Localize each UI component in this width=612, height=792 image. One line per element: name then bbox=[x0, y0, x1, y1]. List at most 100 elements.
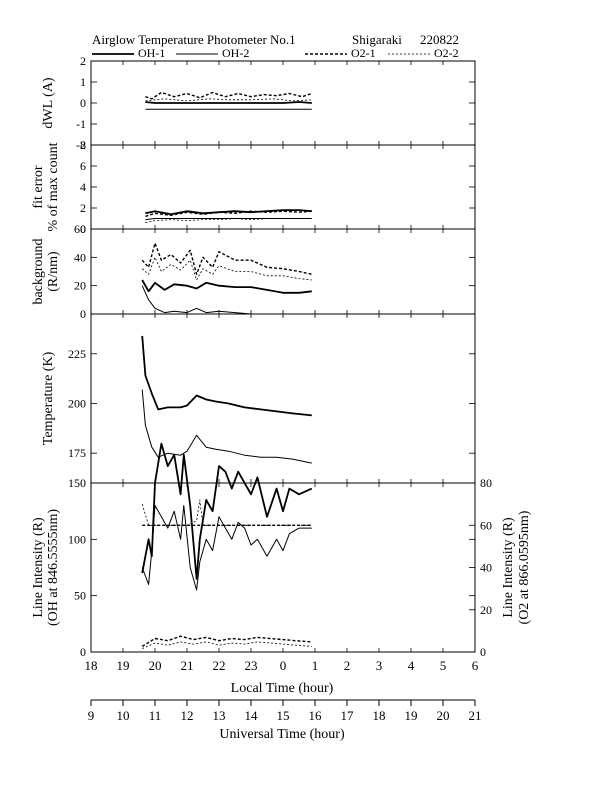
local-tick-label: 23 bbox=[245, 658, 258, 673]
universal-tick-label: 11 bbox=[149, 708, 162, 723]
fit-error-panel-frame bbox=[90, 144, 476, 230]
universal-tick-label: 18 bbox=[373, 708, 386, 723]
local-tick-label: 4 bbox=[408, 658, 415, 673]
local-tick-label: 22 bbox=[213, 658, 226, 673]
series-o2-2-intensity-panel bbox=[141, 499, 312, 526]
background-panel-ylabel-0: background bbox=[31, 238, 46, 304]
local-tick-label: 19 bbox=[117, 658, 130, 673]
series-oh-2-background-panel bbox=[141, 285, 252, 315]
intensity-panel-y2label-0: Line Intensity (R) bbox=[501, 517, 516, 618]
local-tick-label: 6 bbox=[472, 658, 479, 673]
intensity-panel-ylabel-0: Line Intensity (R) bbox=[31, 517, 46, 618]
universal-tick-label: 13 bbox=[213, 708, 226, 723]
universal-tick-label: 17 bbox=[341, 708, 355, 723]
legend-label-o2-1: O2-1 bbox=[351, 46, 376, 60]
y-tick-label: 20 bbox=[74, 279, 86, 293]
y-tick-label: 0 bbox=[80, 307, 86, 321]
series-oh-1-dwl-panel bbox=[145, 101, 312, 104]
date-code: 220822 bbox=[420, 32, 459, 47]
legend-label-oh-1: OH-1 bbox=[138, 46, 165, 60]
series-o2-2-fit-error-panel bbox=[145, 218, 312, 224]
y-tick-label: 0 bbox=[80, 96, 86, 110]
y-tick-label: 2 bbox=[80, 201, 86, 215]
series-o2-2-background-panel bbox=[141, 256, 312, 281]
y-tick-label: 50 bbox=[74, 589, 86, 603]
background-panel: 60 40 20 0 background (R/nm) bbox=[31, 222, 476, 321]
y-tick-label: 40 bbox=[74, 250, 86, 264]
local-tick-label: 1 bbox=[312, 658, 319, 673]
series-o2-1-background-panel bbox=[141, 242, 312, 275]
local-tick-label: 20 bbox=[149, 658, 162, 673]
universal-tick-label: 16 bbox=[309, 708, 323, 723]
local-tick-label: 3 bbox=[376, 658, 383, 673]
local-tick-label: 2 bbox=[344, 658, 351, 673]
y-tick-label: 60 bbox=[74, 222, 86, 236]
y-tick-label: -1 bbox=[76, 117, 86, 131]
y-tick-label: 4 bbox=[80, 180, 86, 194]
legend: OH-1 OH-2 O2-1 O2-2 bbox=[92, 46, 459, 60]
fit-error-panel-ylabel-1: % of max count bbox=[46, 142, 61, 231]
universal-tick-label: 19 bbox=[405, 708, 418, 723]
series-oh-1-intensity-panel bbox=[141, 442, 313, 580]
series-o2-1b-intensity-panel bbox=[141, 635, 312, 647]
local-tick-label: 0 bbox=[280, 658, 287, 673]
temperature-panel-ylabel-0: Temperature (K) bbox=[41, 351, 56, 445]
fit-error-panel-ylabel-0: fit error bbox=[31, 165, 46, 208]
y-tick-label: 225 bbox=[68, 347, 86, 361]
temperature-panel: 225 200 175 Temperature (K) bbox=[41, 313, 476, 484]
y2-tick-label: 20 bbox=[480, 603, 492, 617]
station-name: Shigaraki bbox=[352, 32, 402, 47]
local-tick-label: 21 bbox=[181, 658, 194, 673]
y2-tick-label: 40 bbox=[480, 561, 492, 575]
universal-tick-label: 14 bbox=[245, 708, 259, 723]
y-tick-label: 2 bbox=[80, 54, 86, 68]
local-time-label: Local Time (hour) bbox=[231, 681, 334, 696]
series-oh-1-background-panel bbox=[141, 279, 312, 294]
y-tick-label: 8 bbox=[80, 138, 86, 152]
fit-error-panel: 8 6 4 2 0 fit error% of max count bbox=[31, 138, 476, 236]
series-oh-2-intensity-panel bbox=[141, 505, 312, 591]
y-tick-label: -2 bbox=[76, 138, 86, 152]
header: Airglow Temperature Photometer No.1 Shig… bbox=[92, 32, 459, 47]
y-tick-label: 1 bbox=[80, 75, 86, 89]
dwl-panel-ylabel-0: dWL (A) bbox=[41, 77, 56, 129]
universal-tick-label: 9 bbox=[88, 708, 95, 723]
universal-time-axis: 9 10 11 12 13 14 15 16 17 18 19 20 21 bbox=[88, 699, 482, 723]
series-o2-2-dwl-panel bbox=[145, 98, 312, 102]
y-tick-label: 175 bbox=[68, 446, 86, 460]
local-time-axis: 18 19 20 21 22 23 0 1 2 3 4 5 6 bbox=[85, 658, 479, 673]
y2-tick-label: 60 bbox=[480, 518, 492, 532]
universal-time-label: Universal Time (hour) bbox=[219, 727, 345, 742]
universal-tick-label: 21 bbox=[469, 708, 482, 723]
chart-title: Airglow Temperature Photometer No.1 bbox=[92, 32, 296, 47]
series-o2-1-dwl-panel bbox=[145, 91, 313, 100]
y-tick-label: 6 bbox=[80, 159, 86, 173]
y2-tick-label: 80 bbox=[480, 476, 492, 490]
y-tick-label: 200 bbox=[68, 396, 86, 410]
background-panel-frame bbox=[90, 228, 476, 315]
y2-tick-label: 0 bbox=[480, 645, 486, 659]
background-panel-ylabel-1: (R/nm) bbox=[46, 251, 61, 292]
series-o2-2b-intensity-panel bbox=[142, 641, 312, 649]
intensity-panel-ylabel-1: (OH at 846.5555nm) bbox=[46, 509, 61, 626]
universal-tick-label: 20 bbox=[437, 708, 450, 723]
universal-tick-label: 15 bbox=[277, 708, 290, 723]
dwl-panel: 2 1 0 -1 -2 dWL (A) bbox=[41, 54, 476, 152]
y-tick-label: 0 bbox=[80, 645, 86, 659]
intensity-panel-y2label-1: (O2 at 866.0595nm) bbox=[517, 510, 532, 624]
series-oh-1-temperature-panel bbox=[141, 335, 312, 417]
universal-tick-label: 10 bbox=[117, 708, 130, 723]
legend-label-oh-2: OH-2 bbox=[222, 46, 249, 60]
y-tick-label: 0 bbox=[80, 222, 86, 236]
series-oh-2-temperature-panel bbox=[141, 389, 312, 464]
universal-tick-label: 12 bbox=[181, 708, 194, 723]
series-oh-1-fit-error-panel bbox=[145, 209, 312, 216]
y-tick-label: 100 bbox=[68, 532, 86, 546]
local-tick-label: 18 bbox=[85, 658, 98, 673]
local-tick-label: 5 bbox=[440, 658, 447, 673]
y-tick-label: 150 bbox=[68, 476, 86, 490]
legend-label-o2-2: O2-2 bbox=[434, 46, 459, 60]
